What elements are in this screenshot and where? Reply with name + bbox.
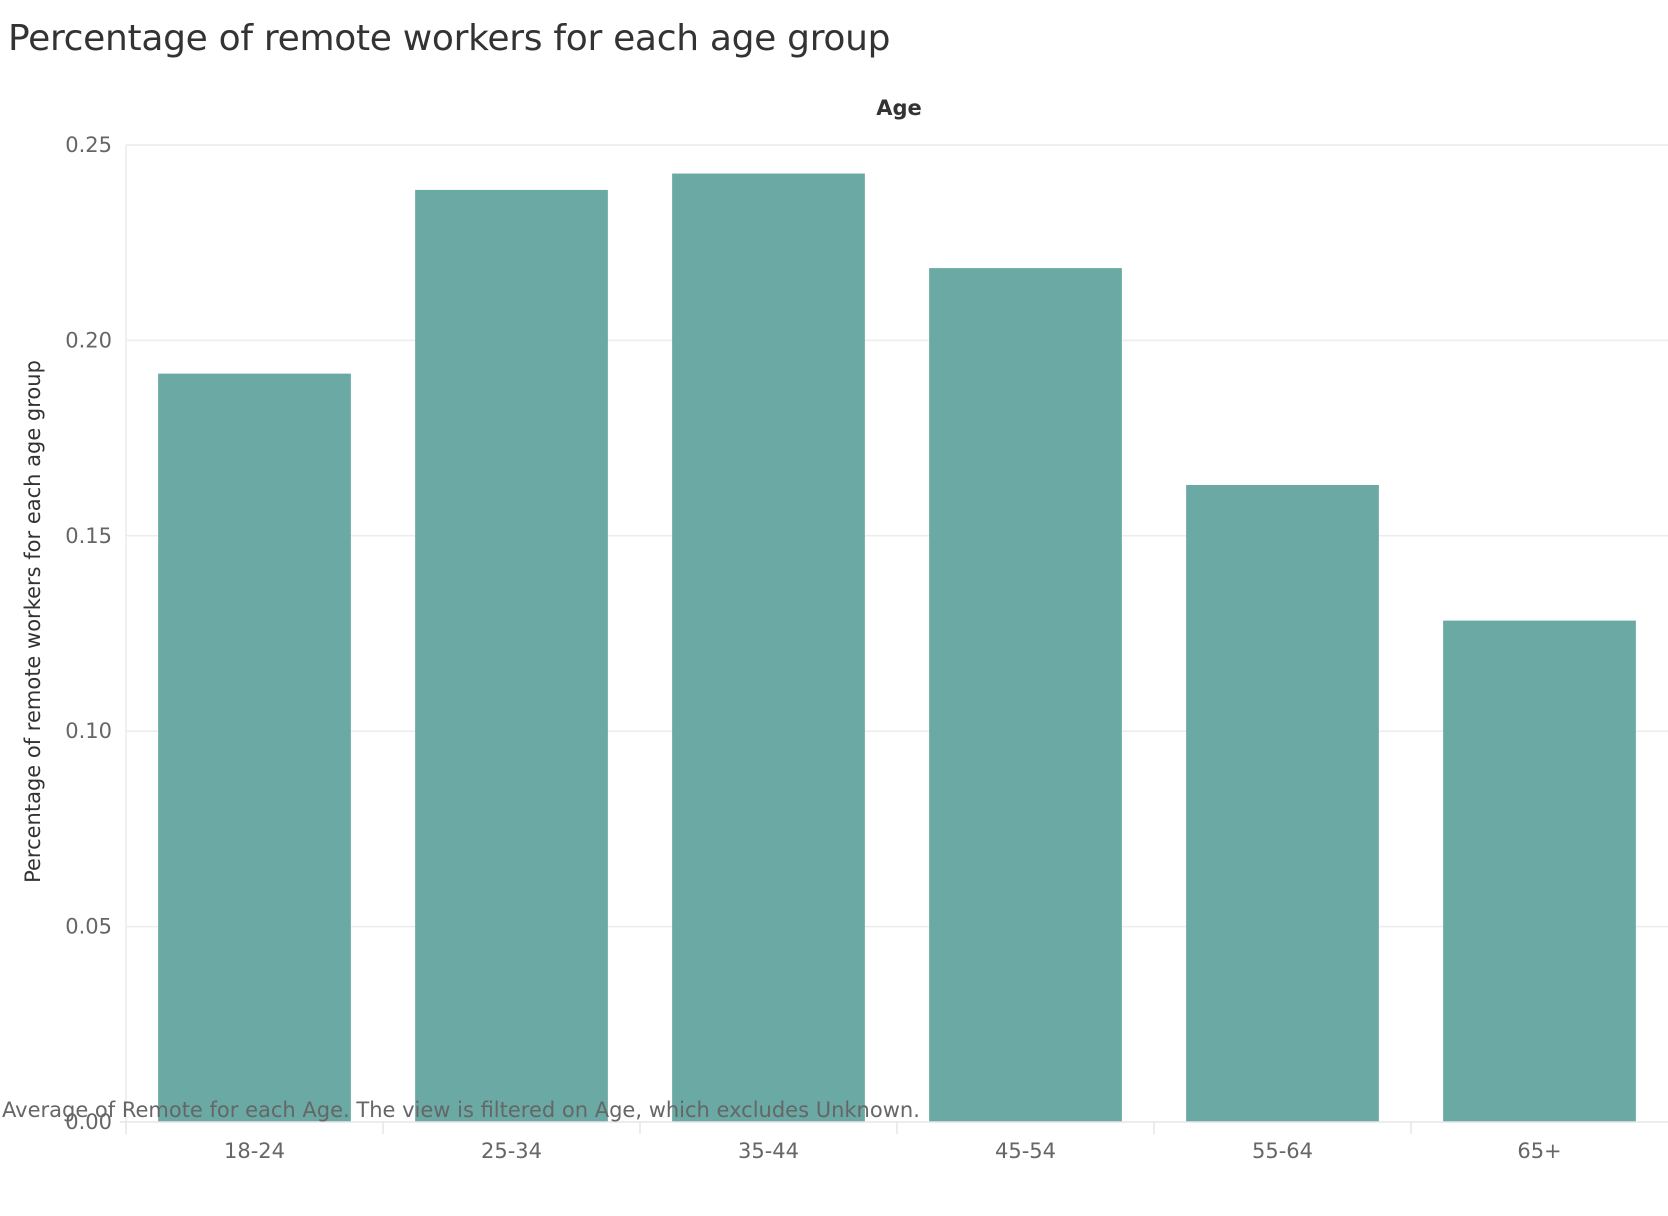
bar-55-64[interactable] (1186, 484, 1379, 1123)
chart-title: Percentage of remote workers for each ag… (8, 18, 891, 59)
x-tick-label: 55-64 (1252, 1139, 1313, 1163)
column-header: Age (876, 96, 922, 120)
bar-65+[interactable] (1443, 620, 1636, 1122)
y-tick-label: 0.25 (65, 133, 112, 157)
bars (158, 173, 1636, 1123)
chart-caption: Average of Remote for each Age. The view… (2, 1098, 920, 1122)
x-tick-label: 65+ (1517, 1139, 1561, 1163)
bar-45-54[interactable] (929, 268, 1122, 1122)
x-tick-label: 25-34 (481, 1139, 542, 1163)
x-tick-label: 18-24 (224, 1139, 285, 1163)
y-axis-title: Percentage of remote workers for each ag… (21, 360, 45, 883)
y-tick-label: 0.05 (65, 915, 112, 939)
x-tick-label: 35-44 (738, 1139, 799, 1163)
bar-35-44[interactable] (672, 173, 865, 1123)
y-tick-label: 0.20 (65, 328, 112, 352)
y-tick-label: 0.00 (65, 1110, 112, 1134)
bar-18-24[interactable] (158, 373, 351, 1122)
bar-25-34[interactable] (415, 189, 608, 1122)
y-tick-label: 0.10 (65, 719, 112, 743)
axes: 0.00 0.05 0.10 0.15 0.20 0.25 18-24 25-34 35-44 4… (65, 133, 1668, 1163)
gridlines (126, 144, 1668, 928)
x-tick-label: 45-54 (995, 1139, 1056, 1163)
y-tick-label: 0.15 (65, 524, 112, 548)
